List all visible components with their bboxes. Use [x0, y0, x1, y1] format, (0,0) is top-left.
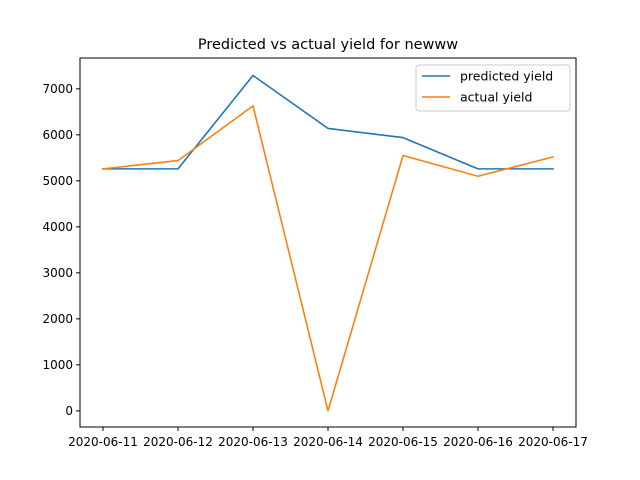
plot-area: [102, 74, 554, 412]
y-tick-label: 4000: [42, 220, 73, 234]
series-line-1: [102, 74, 554, 170]
y-tick-label: 1000: [42, 358, 73, 372]
x-tick-label: 2020-06-11: [68, 435, 138, 449]
y-tick-label: 2000: [42, 312, 73, 326]
plot-frame: [79, 57, 577, 428]
legend-label: predicted yield: [460, 69, 553, 84]
series-line-2: [102, 105, 554, 412]
chart-title: Predicted vs actual yield for newww: [198, 37, 458, 53]
x-tick-label: 2020-06-12: [143, 435, 213, 449]
legend-label: actual yield: [460, 90, 532, 105]
y-tick-label: 5000: [42, 174, 73, 188]
y-tick-label: 6000: [42, 128, 73, 142]
legend-box: [415, 64, 571, 112]
x-tick-label: 2020-06-13: [218, 435, 288, 449]
y-tick-label: 0: [65, 404, 73, 418]
x-tick-label: 2020-06-17: [518, 435, 588, 449]
x-tick-label: 2020-06-16: [443, 435, 513, 449]
y-tick-label: 3000: [42, 266, 73, 280]
y-axis: 0 1000 2000 3000 4000 5000 6000 7000: [42, 82, 80, 418]
y-tick-label: 7000: [42, 82, 73, 96]
legend: predicted yield actual yield: [415, 64, 571, 112]
x-axis: 2020-06-11 2020-06-12 2020-06-13 2020-06-14…: [68, 427, 588, 449]
x-tick-label: 2020-06-15: [368, 435, 438, 449]
x-tick-label: 2020-06-14: [293, 435, 363, 449]
